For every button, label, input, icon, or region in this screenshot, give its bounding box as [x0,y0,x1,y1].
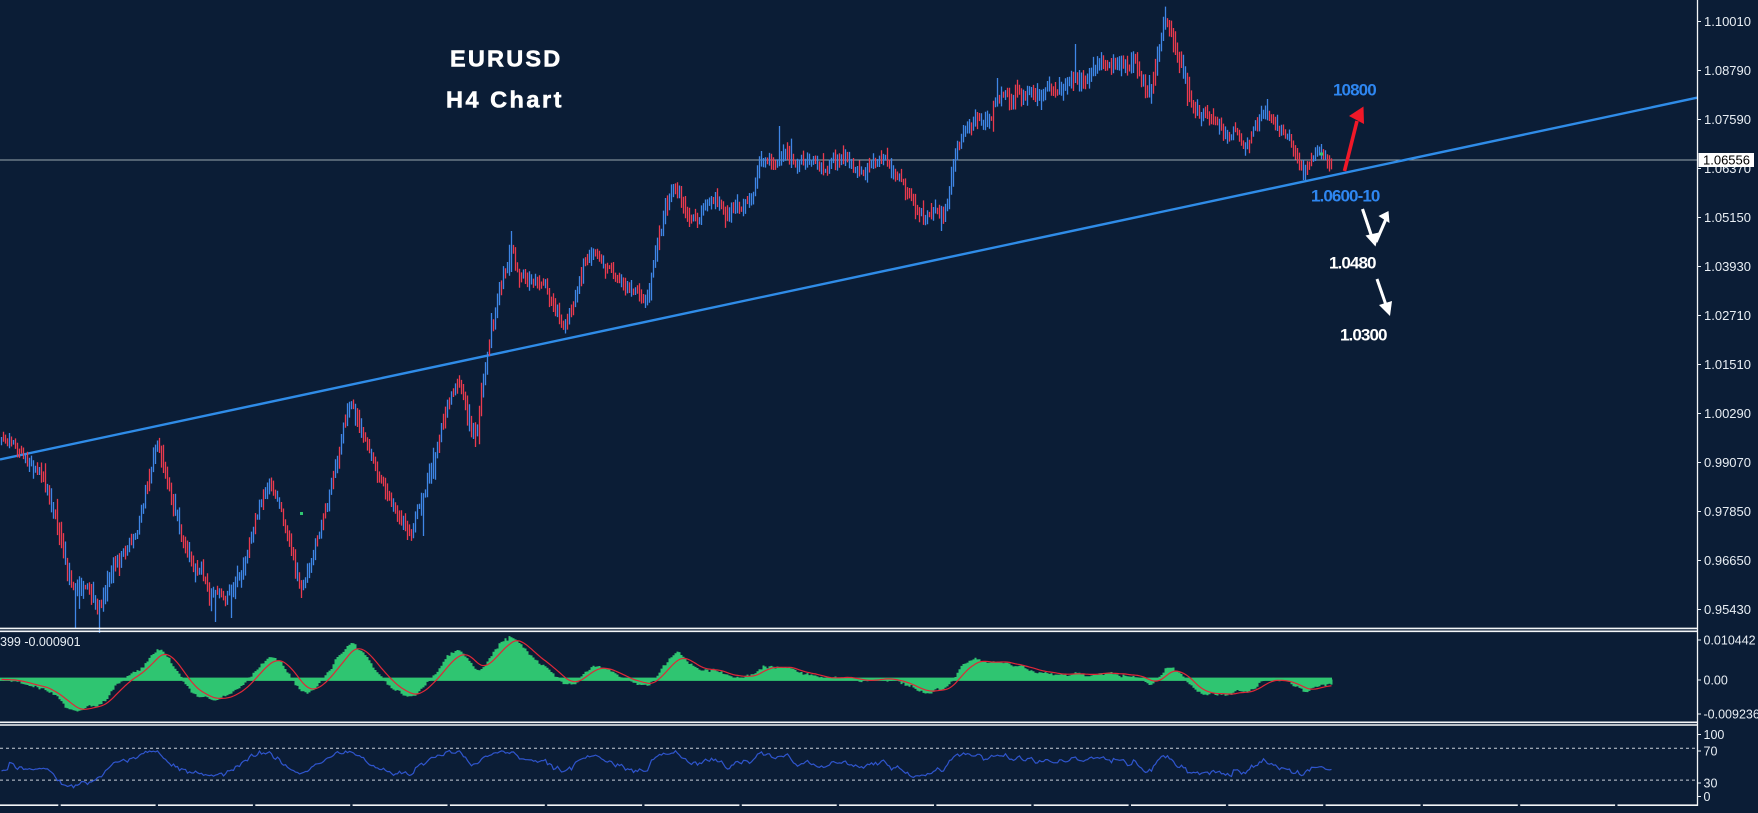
svg-text:1.07590: 1.07590 [1704,112,1751,127]
svg-text:0.96650: 0.96650 [1704,553,1751,568]
svg-text:1.02710: 1.02710 [1704,308,1751,323]
svg-text:1.0480: 1.0480 [1329,254,1376,273]
svg-text:100: 100 [1704,728,1725,742]
svg-text:1.03930: 1.03930 [1704,259,1751,274]
svg-text:1.0300: 1.0300 [1340,326,1387,345]
svg-text:1.01510: 1.01510 [1704,357,1751,372]
svg-text:30: 30 [1704,777,1718,791]
svg-text:0.95430: 0.95430 [1704,602,1751,617]
svg-text:1.0600-10: 1.0600-10 [1311,187,1380,206]
svg-text:0: 0 [1704,790,1711,804]
svg-text:1.05150: 1.05150 [1704,210,1751,225]
svg-text:399 -0.000901: 399 -0.000901 [0,635,81,649]
svg-text:1.00290: 1.00290 [1704,406,1751,421]
svg-text:0.99070: 0.99070 [1704,455,1751,470]
svg-text:1.10010: 1.10010 [1704,14,1751,29]
svg-text:1.06556: 1.06556 [1703,153,1750,168]
svg-text:10800: 10800 [1333,81,1376,100]
svg-text:0.97850: 0.97850 [1704,504,1751,519]
svg-text:0.00: 0.00 [1704,674,1728,688]
svg-text:-0.009236: -0.009236 [1704,708,1758,722]
svg-text:EURUSD: EURUSD [450,46,562,72]
svg-text:H4 Chart: H4 Chart [446,87,564,113]
svg-text:0.010442: 0.010442 [1704,634,1756,648]
svg-text:70: 70 [1704,745,1718,759]
svg-text:1.08790: 1.08790 [1704,63,1751,78]
